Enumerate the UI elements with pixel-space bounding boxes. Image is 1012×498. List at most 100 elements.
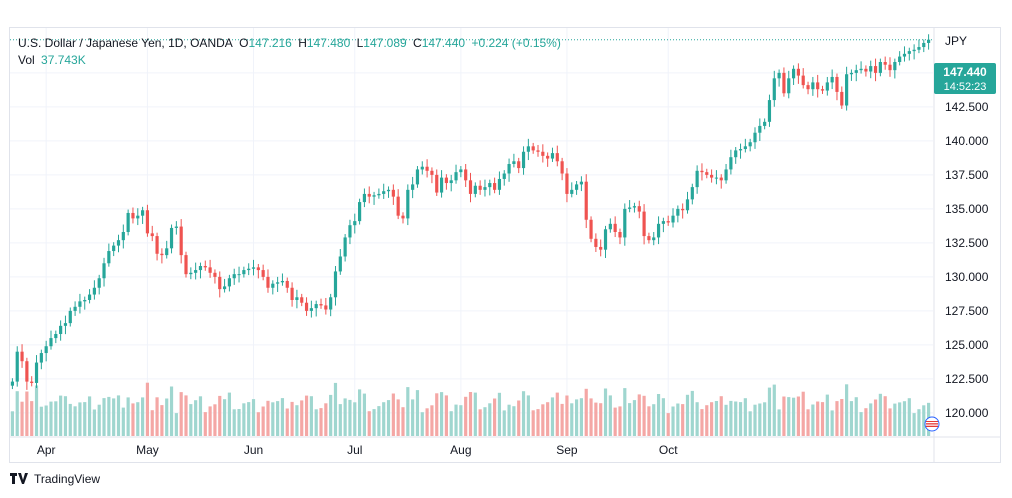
candle-body[interactable] — [189, 272, 193, 275]
candle-body[interactable] — [285, 280, 289, 288]
candle-body[interactable] — [194, 270, 198, 273]
candle-body[interactable] — [705, 172, 709, 175]
candle-body[interactable] — [599, 246, 603, 250]
candle-body[interactable] — [926, 39, 931, 43]
candle-body[interactable] — [517, 161, 521, 169]
candle-body[interactable] — [546, 155, 550, 159]
candle-body[interactable] — [738, 149, 743, 151]
candle-body[interactable] — [676, 208, 680, 216]
candle-body[interactable] — [820, 89, 825, 91]
candle-body[interactable] — [878, 62, 882, 73]
candle-body[interactable] — [777, 72, 781, 79]
candle-body[interactable] — [44, 346, 48, 354]
candle-body[interactable] — [425, 166, 429, 171]
candle-body[interactable] — [584, 181, 588, 220]
candle-body[interactable] — [68, 310, 72, 324]
candle-body[interactable] — [218, 276, 222, 290]
candle-body[interactable] — [550, 153, 555, 159]
candle-body[interactable] — [184, 255, 188, 275]
candle-body[interactable] — [208, 267, 212, 273]
candle-body[interactable] — [912, 49, 916, 52]
candle-body[interactable] — [449, 180, 453, 184]
candle-body[interactable] — [242, 270, 246, 275]
candle-body[interactable] — [493, 183, 497, 190]
candle-body[interactable] — [488, 183, 492, 188]
candle-body[interactable] — [478, 185, 482, 190]
candle-body[interactable] — [78, 301, 82, 307]
candle-body[interactable] — [232, 274, 236, 279]
candle-body[interactable] — [247, 268, 251, 271]
candle-body[interactable] — [613, 223, 617, 232]
candle-body[interactable] — [10, 381, 15, 386]
candle-body[interactable] — [348, 225, 352, 238]
candle-body[interactable] — [618, 232, 622, 238]
candle-body[interactable] — [73, 306, 77, 311]
candle-body[interactable] — [888, 64, 892, 71]
candle-body[interactable] — [729, 157, 733, 170]
candle-body[interactable] — [435, 174, 439, 193]
candle-body[interactable] — [859, 68, 863, 71]
candle-body[interactable] — [155, 236, 159, 254]
candle-body[interactable] — [116, 240, 121, 246]
candle-body[interactable] — [806, 85, 810, 90]
candle-body[interactable] — [396, 196, 400, 216]
candle-body[interactable] — [276, 282, 280, 284]
candle-body[interactable] — [333, 271, 338, 298]
candle-body[interactable] — [415, 169, 420, 185]
candle-body[interactable] — [849, 72, 854, 75]
candle-body[interactable] — [743, 146, 747, 150]
candle-body[interactable] — [845, 74, 849, 106]
candle-body[interactable] — [531, 146, 535, 151]
candle-body[interactable] — [227, 278, 231, 287]
candle-body[interactable] — [401, 215, 405, 219]
candle-body[interactable] — [854, 70, 858, 73]
candle-body[interactable] — [526, 146, 530, 152]
candle-body[interactable] — [666, 221, 670, 223]
candle-body[interactable] — [507, 164, 511, 174]
candle-body[interactable] — [796, 68, 800, 76]
candle-body[interactable] — [179, 226, 183, 256]
candle-body[interactable] — [406, 189, 410, 219]
candle-body[interactable] — [603, 229, 608, 250]
candle-body[interactable] — [811, 82, 815, 90]
candle-body[interactable] — [266, 276, 270, 288]
candle-body[interactable] — [372, 195, 376, 197]
candle-body[interactable] — [690, 187, 694, 200]
candle-body[interactable] — [20, 351, 24, 362]
candle-body[interactable] — [54, 334, 58, 339]
candle-body[interactable] — [145, 210, 150, 234]
candle-body[interactable] — [386, 189, 391, 192]
candle-body[interactable] — [300, 297, 304, 303]
candle-body[interactable] — [338, 256, 342, 272]
candle-body[interactable] — [536, 150, 540, 152]
candle-body[interactable] — [107, 251, 111, 264]
candle-body[interactable] — [681, 208, 685, 211]
candle-body[interactable] — [652, 237, 656, 241]
candle-body[interactable] — [541, 151, 545, 156]
candle-body[interactable] — [174, 226, 178, 228]
candle-body[interactable] — [237, 274, 241, 276]
candle-body[interactable] — [367, 193, 371, 197]
flag-icon[interactable] — [924, 416, 940, 432]
tradingview-logo[interactable]: TradingView — [10, 472, 100, 486]
candle-body[interactable] — [521, 151, 526, 169]
candle-body[interactable] — [835, 76, 839, 92]
candle-body[interactable] — [411, 184, 415, 190]
candle-body[interactable] — [570, 189, 574, 194]
candle-body[interactable] — [256, 267, 260, 271]
candle-body[interactable] — [49, 338, 53, 347]
candle-body[interactable] — [87, 294, 92, 300]
candle-body[interactable] — [203, 266, 207, 268]
candle-body[interactable] — [902, 53, 907, 57]
candle-body[interactable] — [483, 187, 487, 190]
candle-body[interactable] — [30, 381, 34, 383]
candle-body[interactable] — [840, 91, 844, 106]
candle-body[interactable] — [656, 223, 661, 238]
candle-body[interactable] — [864, 68, 868, 72]
candle-body[interactable] — [724, 169, 728, 181]
candle-body[interactable] — [758, 125, 762, 133]
candle-body[interactable] — [136, 215, 140, 219]
candle-body[interactable] — [63, 323, 68, 326]
candle-body[interactable] — [883, 62, 887, 65]
